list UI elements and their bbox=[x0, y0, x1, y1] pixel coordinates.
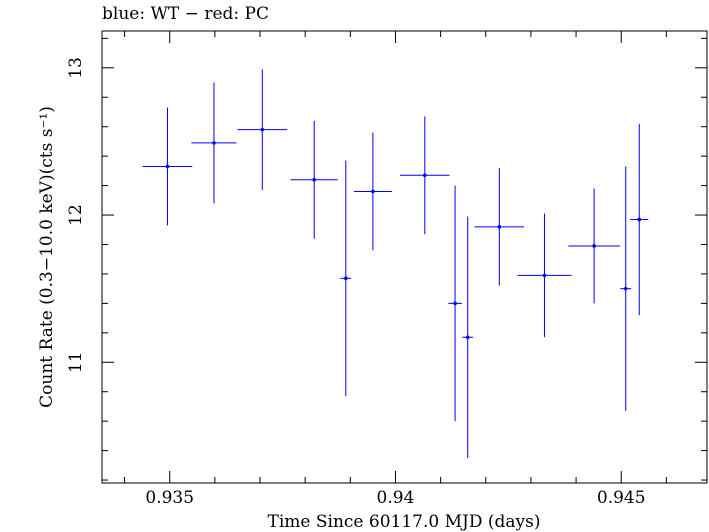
data-marker bbox=[312, 177, 317, 182]
data-point bbox=[474, 167, 525, 286]
data-marker bbox=[260, 127, 265, 132]
data-marker bbox=[465, 335, 470, 340]
data-marker bbox=[423, 173, 427, 178]
data-marker bbox=[497, 225, 502, 229]
data-marker bbox=[344, 276, 348, 281]
data-point bbox=[517, 213, 572, 338]
data-point bbox=[620, 166, 632, 411]
chart-title: blue: WT − red: PC bbox=[102, 4, 269, 24]
data-point bbox=[399, 116, 450, 235]
data-point bbox=[568, 188, 620, 304]
data-point bbox=[237, 69, 288, 191]
data-marker bbox=[623, 286, 628, 291]
x-axis-label: Time Since 60117.0 MJD (days) bbox=[268, 512, 541, 532]
data-marker bbox=[165, 164, 170, 169]
data-marker bbox=[592, 244, 596, 248]
data-point bbox=[191, 82, 237, 204]
y-axis-label: Count Rate (0.3−10.0 keV)(cts s⁻¹) bbox=[37, 106, 57, 408]
data-marker bbox=[371, 189, 375, 194]
y-tick-label: 12 bbox=[66, 204, 86, 226]
y-tick-label: 11 bbox=[66, 351, 86, 373]
x-tick-label: 0.94 bbox=[377, 488, 415, 508]
data-marker bbox=[453, 301, 457, 306]
axis-ticks: 0.935 0.94 0.945 11 12 13 bbox=[66, 31, 707, 508]
plot-frame bbox=[101, 30, 708, 484]
data-point bbox=[290, 120, 338, 239]
data-point bbox=[448, 185, 462, 422]
data-series bbox=[142, 69, 649, 458]
data-point bbox=[630, 123, 649, 316]
data-point bbox=[142, 107, 193, 226]
data-point bbox=[340, 160, 352, 397]
data-point bbox=[462, 216, 474, 458]
y-tick-label: 13 bbox=[66, 57, 86, 79]
x-tick-label: 0.935 bbox=[145, 488, 194, 508]
data-point bbox=[353, 132, 392, 251]
x-tick-label: 0.945 bbox=[597, 488, 646, 508]
data-marker bbox=[212, 141, 216, 145]
data-marker bbox=[542, 273, 547, 278]
data-marker bbox=[637, 217, 642, 222]
